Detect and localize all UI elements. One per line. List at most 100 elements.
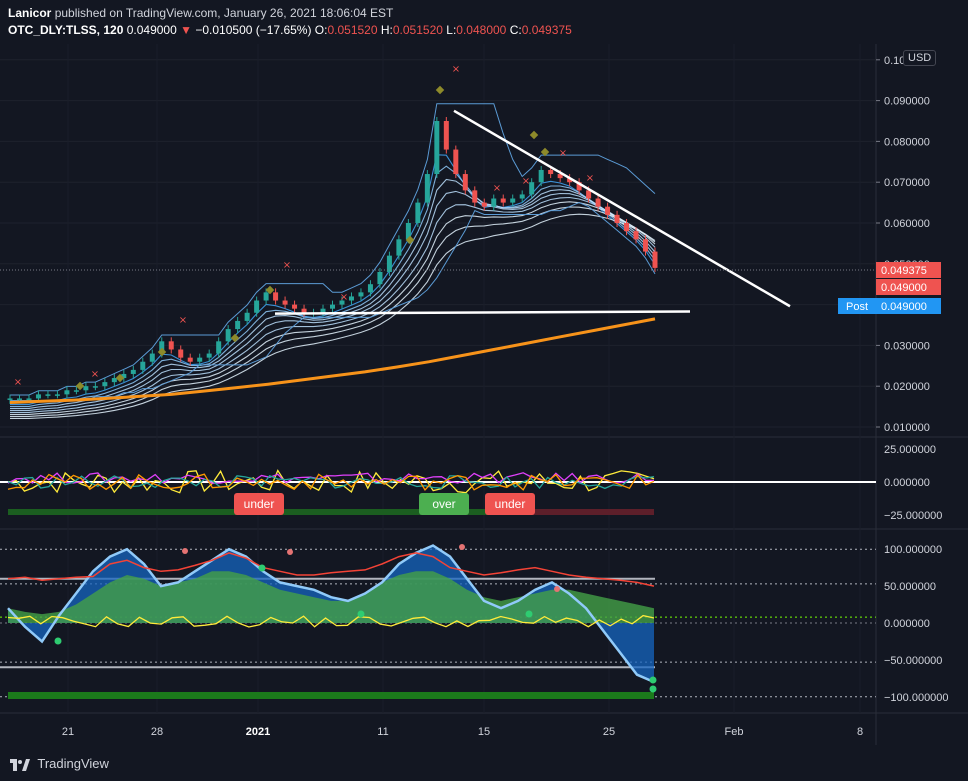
candle-body [16, 398, 22, 400]
candle-body [206, 353, 212, 358]
osc1-tick-label: −25.000000 [884, 510, 942, 522]
candle-body [301, 308, 307, 313]
signal-diamond-icon [115, 373, 125, 383]
sell-signal-icon: × [559, 148, 567, 159]
candle-body [519, 194, 525, 199]
time-tick-label: 8 [857, 726, 863, 738]
candle-body [7, 398, 13, 400]
price-tick-label: 0.10 [884, 55, 905, 67]
sell-signal-icon: × [91, 369, 99, 380]
channel-lower-line [10, 202, 656, 401]
price-change: −0.010500 (−17.65%) [195, 23, 312, 37]
candle-body [405, 223, 411, 240]
candle-body [282, 300, 288, 305]
currency-button[interactable]: USD [903, 50, 937, 66]
osc1-signal-box [234, 493, 284, 515]
ohlc-line: OTC_DLY:TLSS, 120 0.049000 ▼ −0.010500 (… [8, 23, 572, 37]
osc2-buy-dot [525, 610, 533, 618]
time-tick-label: 15 [478, 726, 490, 738]
tradingview-logo[interactable]: TradingView [10, 756, 109, 771]
osc2-tick-label: 0.000000 [884, 618, 930, 630]
signal-diamond-icon [230, 333, 240, 343]
high-value: 0.051520 [392, 23, 443, 37]
price-tag [876, 262, 941, 278]
candle-body [330, 304, 335, 309]
osc2-tick-label: −50.000000 [884, 655, 942, 667]
osc2-buy-dot [357, 610, 365, 618]
osc2-red-line [7, 552, 655, 587]
candle-body [443, 121, 449, 150]
osc1-tick-label: 0.000000 [884, 477, 930, 489]
candle-body [92, 386, 98, 388]
signal-diamond-icon [435, 85, 445, 95]
candle-body [149, 353, 155, 362]
close-label: C: [509, 23, 522, 37]
candle-body [102, 382, 108, 387]
sell-signal-icon: × [493, 183, 501, 194]
candle-body [178, 349, 184, 358]
low-label: L: [446, 23, 457, 37]
candle-body [491, 198, 497, 207]
ema-ribbon-line [10, 154, 656, 405]
channel-upper-line [10, 103, 656, 396]
ema-ribbon-line [10, 178, 656, 409]
time-tick-label: 28 [151, 726, 163, 738]
sell-signal-icon: × [14, 377, 22, 388]
candle-body [396, 239, 402, 256]
price-tag-label: 0.049375 [881, 265, 927, 277]
tradingview-logo-icon [10, 758, 30, 771]
osc1-signal-box [419, 493, 469, 515]
candle-body [254, 300, 260, 313]
chart-header: Lanicor published on TradingView.com, Ja… [0, 0, 968, 44]
candle-body [83, 386, 89, 391]
sell-signal-icon: × [522, 176, 530, 187]
candle-body [244, 312, 250, 321]
chart-canvas[interactable]: 0.0100000.0200000.0300000.0400000.050000… [0, 0, 968, 745]
tradingview-brand: TradingView [37, 756, 109, 771]
candle-body [386, 255, 392, 272]
candle-body [529, 182, 535, 195]
symbol-label[interactable]: OTC_DLY:TLSS, 120 [8, 23, 124, 37]
candle-body [35, 394, 41, 399]
author-name[interactable]: Lanicor [8, 6, 52, 20]
candle-body [595, 198, 601, 207]
osc1-signal-box [485, 493, 535, 515]
candle-body [576, 182, 582, 191]
price-tick-label: 0.080000 [884, 136, 930, 148]
price-tick-label: 0.090000 [884, 96, 930, 108]
candle-body [652, 251, 658, 268]
candle-body [434, 121, 440, 175]
time-tick-label: 11 [377, 726, 388, 738]
candle-body [320, 308, 326, 313]
candle-body [111, 378, 117, 383]
osc1-trend-bar [8, 509, 654, 515]
candle-body [64, 390, 70, 395]
sell-signal-icon: × [340, 292, 348, 303]
candle-body [197, 357, 203, 362]
signal-diamond-icon [265, 285, 275, 295]
candle-body [510, 198, 516, 203]
osc2-buy-dot [649, 676, 657, 684]
osc2-trend-bar [8, 692, 654, 699]
candle-body [216, 341, 222, 354]
candle-body [633, 231, 639, 240]
candle-body [377, 271, 383, 285]
last-price: 0.049000 [126, 23, 177, 37]
candle-body [567, 178, 573, 183]
session-tag [838, 298, 876, 314]
candle-body [415, 202, 421, 223]
open-value: 0.051520 [327, 23, 378, 37]
time-tick-label: 25 [603, 726, 615, 738]
signal-diamond-icon [405, 235, 415, 245]
candle-body [538, 169, 544, 183]
osc2-sell-dot [287, 549, 293, 555]
candle-body [624, 223, 630, 232]
osc2-buy-dot [258, 564, 266, 572]
price-tag-label: 0.049000 [881, 282, 927, 294]
ema-ribbon-line [10, 190, 656, 411]
sell-signal-icon: × [586, 173, 594, 184]
sell-signal-icon: × [452, 64, 460, 75]
candle-body [586, 190, 592, 199]
signal-diamond-icon [75, 381, 85, 391]
price-tick-label: 0.030000 [884, 340, 930, 352]
